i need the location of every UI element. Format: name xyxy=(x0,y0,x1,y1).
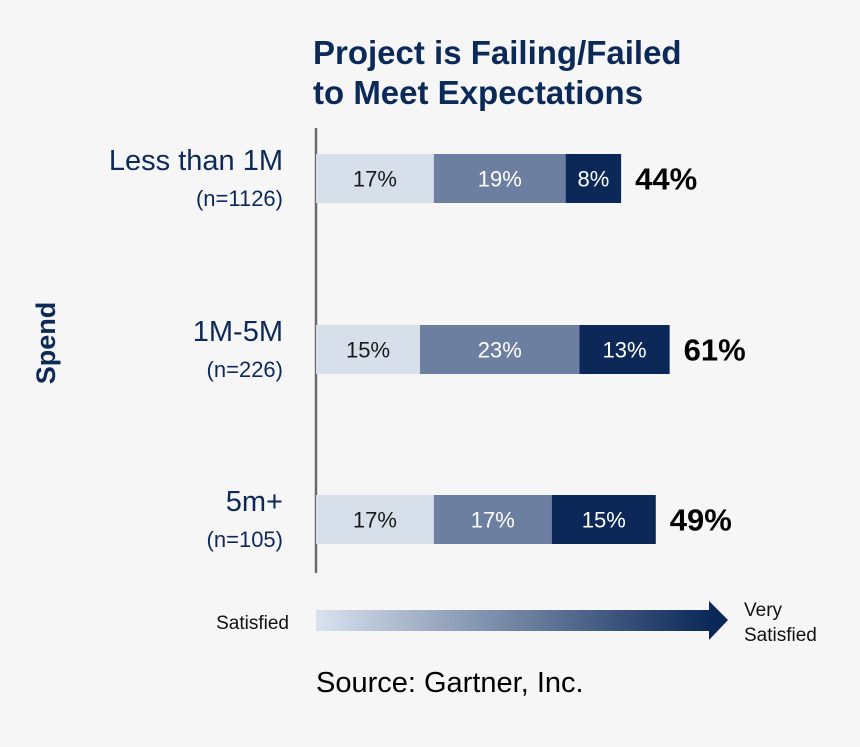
category-label: 1M-5M xyxy=(193,316,283,348)
bar-segment-label: 19% xyxy=(478,167,522,192)
bar-segment-label: 23% xyxy=(478,338,522,363)
category-sample-size: (n=105) xyxy=(207,527,283,552)
bar-segment xyxy=(551,495,656,544)
bar-segment xyxy=(316,495,434,544)
bar-segment xyxy=(579,325,670,374)
category-label: 5m+ xyxy=(226,486,283,518)
bar-total-label: 44% xyxy=(635,162,697,197)
bar-segment-label: 17% xyxy=(353,508,397,533)
bar-total-label: 49% xyxy=(670,503,732,538)
bar-segment-label: 15% xyxy=(346,338,390,363)
y-axis-label: Spend xyxy=(31,302,61,385)
legend-arrow-icon xyxy=(709,601,728,640)
bar-segment xyxy=(433,495,552,544)
bar-segment-label: 8% xyxy=(577,167,609,192)
bar-segment-label: 13% xyxy=(603,338,647,363)
chart-title-line-1: Project is Failing/Failed xyxy=(313,34,682,71)
bar-total-label: 61% xyxy=(684,333,746,368)
bar-segment-label: 17% xyxy=(471,508,515,533)
bar-segment-label: 17% xyxy=(353,167,397,192)
bar-segment-label: 15% xyxy=(582,508,626,533)
legend-right-label-line-2: Satisfied xyxy=(744,625,817,646)
bar-segment xyxy=(565,154,622,203)
legend-right-label-line-1: Very xyxy=(744,600,783,621)
category-sample-size: (n=1126) xyxy=(196,186,283,211)
bar-segment xyxy=(420,325,580,374)
category-sample-size: (n=226) xyxy=(207,357,283,382)
bar-segment xyxy=(433,154,566,203)
bar-segment xyxy=(316,154,434,203)
chart-title-line-2: to Meet Expectations xyxy=(313,74,643,111)
source-note: Source: Gartner, Inc. xyxy=(316,667,584,699)
legend-gradient-bar xyxy=(316,610,711,631)
category-label: Less than 1M xyxy=(109,145,283,177)
bars-group: Less than 1M (n=1126) 17% 19% 8% 44% 1M-5M (n=2… xyxy=(109,145,746,552)
bar-segment xyxy=(316,325,421,374)
legend-left-label: Satisfied xyxy=(216,613,289,634)
